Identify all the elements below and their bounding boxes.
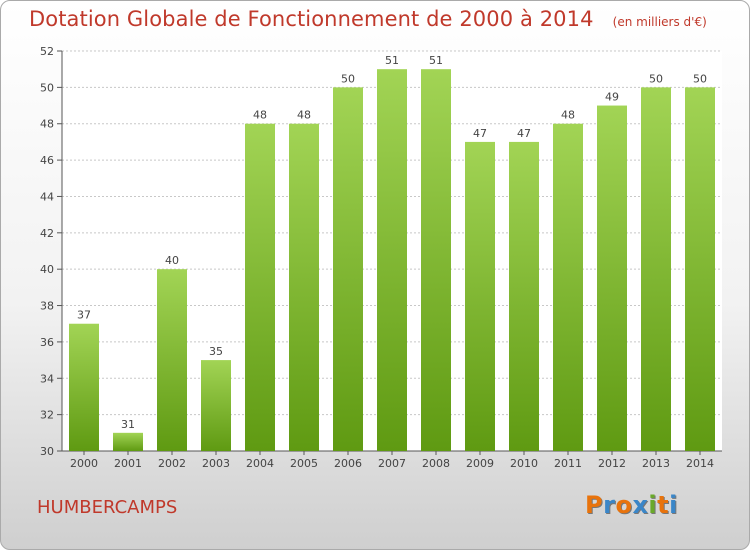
- logo-letter: r: [603, 491, 616, 519]
- x-tick-label: 2008: [422, 457, 450, 470]
- bar-value-label: 47: [517, 127, 531, 140]
- logo-letter: P: [585, 491, 604, 519]
- x-tick-label: 2010: [510, 457, 538, 470]
- y-tick-label: 34: [40, 372, 54, 385]
- y-tick-label: 36: [40, 336, 54, 349]
- y-tick-label: 40: [40, 263, 54, 276]
- bar: [465, 141, 495, 451]
- y-tick-label: 48: [40, 118, 54, 131]
- chart-title: Dotation Globale de Fonctionnement de 20…: [29, 7, 594, 31]
- bar: [509, 141, 539, 451]
- bar-value-label: 31: [121, 418, 135, 431]
- y-tick-label: 42: [40, 227, 54, 240]
- x-tick-label: 2013: [642, 457, 670, 470]
- bar-value-label: 48: [297, 109, 311, 122]
- x-tick-label: 2000: [70, 457, 98, 470]
- chart-title-block: Dotation Globale de Fonctionnement de 20…: [29, 7, 707, 31]
- chart-unit: (en milliers d'€): [612, 15, 707, 29]
- y-tick-label: 50: [40, 81, 54, 94]
- bar-value-label: 50: [649, 72, 663, 85]
- y-tick-label: 46: [40, 154, 54, 167]
- bar-value-label: 47: [473, 127, 487, 140]
- logo-letter: x: [632, 491, 649, 519]
- bar-value-label: 49: [605, 91, 619, 104]
- bar: [553, 123, 583, 452]
- bar-value-label: 37: [77, 309, 91, 322]
- bar: [289, 123, 319, 452]
- bar: [245, 123, 275, 452]
- logo-letter: i: [669, 491, 678, 519]
- bar: [113, 432, 143, 451]
- y-tick-label: 32: [40, 409, 54, 422]
- bar: [157, 269, 187, 451]
- bar: [201, 360, 231, 451]
- bar-value-label: 48: [561, 109, 575, 122]
- bar-value-label: 35: [209, 345, 223, 358]
- bar: [641, 87, 671, 451]
- logo-letter: o: [615, 491, 633, 519]
- bar: [685, 87, 715, 451]
- bar: [597, 105, 627, 451]
- bar-value-label: 50: [341, 72, 355, 85]
- bar: [69, 323, 99, 451]
- bar-value-label: 40: [165, 254, 179, 267]
- bar-value-label: 51: [429, 54, 443, 67]
- x-tick-label: 2009: [466, 457, 494, 470]
- commune-name: HUMBERCAMPS: [37, 497, 178, 518]
- logo-letter: i: [648, 491, 658, 519]
- x-tick-label: 2007: [378, 457, 406, 470]
- bar-value-label: 48: [253, 109, 267, 122]
- y-tick-label: 52: [40, 45, 54, 58]
- y-tick-label: 44: [40, 190, 54, 203]
- x-tick-label: 2002: [158, 457, 186, 470]
- proxiti-logo: Proxiti: [585, 491, 678, 519]
- x-tick-label: 2003: [202, 457, 230, 470]
- y-tick-label: 30: [40, 445, 54, 458]
- x-tick-label: 2012: [598, 457, 626, 470]
- bar: [421, 69, 451, 451]
- bar: [333, 87, 363, 451]
- x-tick-label: 2005: [290, 457, 318, 470]
- bar-value-label: 51: [385, 54, 399, 67]
- bar: [377, 69, 407, 451]
- logo-letter: t: [657, 491, 670, 519]
- y-tick-label: 38: [40, 300, 54, 313]
- bar-value-label: 50: [693, 72, 707, 85]
- x-tick-label: 2014: [686, 457, 714, 470]
- x-tick-label: 2001: [114, 457, 142, 470]
- x-tick-label: 2004: [246, 457, 274, 470]
- x-tick-label: 2006: [334, 457, 362, 470]
- x-tick-label: 2011: [554, 457, 582, 470]
